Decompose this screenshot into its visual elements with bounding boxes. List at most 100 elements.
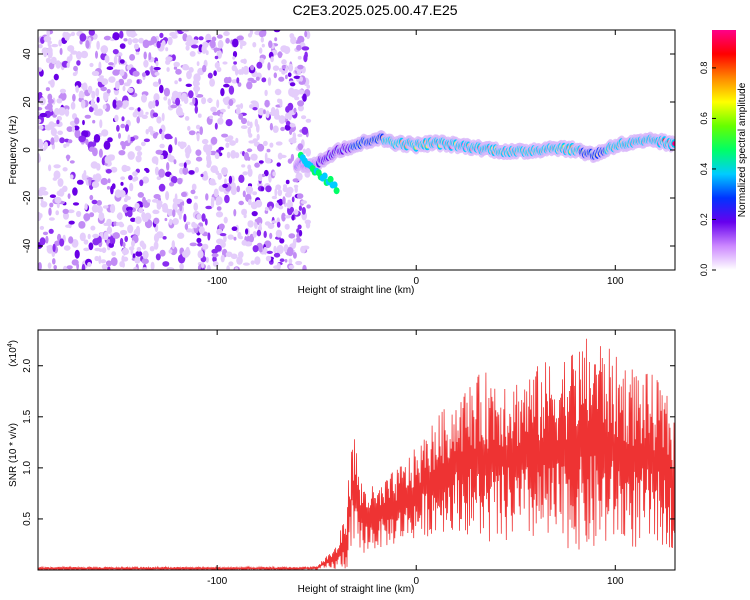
noise-speckle <box>193 202 198 211</box>
noise-speckle <box>238 113 244 120</box>
noise-speckle <box>72 202 80 206</box>
noise-speckle <box>136 116 140 124</box>
noise-speckle <box>145 168 150 173</box>
noise-speckle <box>128 175 133 181</box>
noise-speckle <box>220 241 226 248</box>
noise-speckle <box>304 30 308 38</box>
noise-speckle <box>156 116 162 124</box>
noise-speckle <box>127 134 131 143</box>
noise-speckle <box>182 250 190 258</box>
noise-speckle <box>242 171 248 176</box>
noise-speckle <box>82 119 85 126</box>
snr-scale-label: (x104) <box>7 340 19 367</box>
noise-speckle <box>265 185 272 193</box>
noise-speckle <box>67 209 75 214</box>
noise-speckle <box>294 96 300 101</box>
noise-speckle <box>157 203 163 208</box>
ridge-branch <box>327 175 334 183</box>
noise-speckle <box>237 231 242 239</box>
noise-speckle <box>137 151 143 157</box>
noise-speckle <box>154 72 160 76</box>
noise-speckle <box>295 237 302 243</box>
noise-speckle <box>173 66 178 70</box>
noise-speckle <box>246 148 253 153</box>
colorbar-tick-label: 0.4 <box>699 163 709 176</box>
noise-speckle <box>292 178 299 183</box>
noise-speckle <box>90 98 95 108</box>
noise-speckle <box>182 64 189 69</box>
noise-speckle <box>241 66 245 75</box>
noise-speckle <box>276 221 281 228</box>
noise-speckle <box>83 247 90 252</box>
noise-speckle <box>81 83 86 90</box>
noise-speckle <box>127 224 134 234</box>
noise-speckle <box>120 229 128 236</box>
noise-speckle <box>177 208 181 216</box>
noise-speckle <box>288 264 295 270</box>
noise-speckle <box>230 253 238 260</box>
noise-speckle <box>123 38 128 42</box>
noise-speckle <box>105 260 112 267</box>
noise-speckle <box>149 246 155 252</box>
noise-speckle <box>223 31 230 37</box>
ridge-core <box>672 141 675 146</box>
noise-speckle <box>84 114 92 119</box>
noise-speckle <box>215 211 224 218</box>
noise-speckle <box>196 61 200 66</box>
noise-speckle <box>211 253 219 258</box>
noise-speckle <box>48 207 52 216</box>
noise-speckle <box>66 265 73 270</box>
noise-speckle <box>167 153 172 162</box>
y-tick-label: 20 <box>22 96 33 108</box>
noise-speckle <box>112 232 121 239</box>
noise-speckle <box>106 218 112 227</box>
noise-speckle <box>50 137 55 146</box>
noise-speckle <box>103 35 112 41</box>
noise-speckle <box>305 118 312 123</box>
noise-speckle <box>52 258 56 265</box>
colorbar-tick-label: 0.8 <box>699 62 709 75</box>
noise-speckle <box>235 137 239 144</box>
noise-speckle <box>298 229 303 237</box>
noise-speckle <box>62 265 68 270</box>
noise-speckle <box>301 115 307 120</box>
noise-speckle <box>165 191 170 201</box>
noise-speckle <box>234 267 239 270</box>
noise-speckle <box>301 207 306 215</box>
noise-speckle <box>134 202 140 209</box>
noise-speckle <box>83 213 91 222</box>
noise-speckle <box>41 47 49 55</box>
noise-speckle <box>252 138 258 143</box>
noise-speckle <box>110 235 114 245</box>
noise-speckle <box>212 261 219 267</box>
noise-speckle <box>52 243 56 253</box>
noise-speckle <box>51 43 59 48</box>
noise-speckle <box>188 90 194 99</box>
noise-speckle <box>143 51 147 60</box>
noise-speckle <box>111 251 117 257</box>
noise-speckle <box>134 216 142 225</box>
noise-speckle <box>238 200 244 206</box>
noise-speckle <box>106 66 114 71</box>
noise-speckle <box>222 183 229 188</box>
noise-speckle <box>226 151 231 159</box>
noise-speckle <box>132 171 138 177</box>
noise-speckle <box>120 123 126 129</box>
noise-speckle <box>39 213 43 218</box>
noise-speckle <box>281 212 286 222</box>
noise-speckle <box>169 182 175 187</box>
noise-speckle <box>141 141 146 147</box>
noise-speckle <box>273 112 278 117</box>
noise-speckle <box>179 263 184 270</box>
noise-speckle <box>296 228 300 234</box>
noise-speckle <box>71 124 75 133</box>
noise-speckle <box>130 217 136 222</box>
noise-speckle <box>277 189 283 197</box>
noise-speckle <box>232 38 239 48</box>
noise-speckle <box>90 161 99 169</box>
spectrogram-panel: -100 0 100 -40 -20 0 20 40 Height of straight l… <box>8 29 676 296</box>
noise-speckle <box>76 60 81 66</box>
noise-speckle <box>69 174 74 180</box>
noise-speckle <box>292 240 297 249</box>
noise-speckle <box>267 62 271 71</box>
